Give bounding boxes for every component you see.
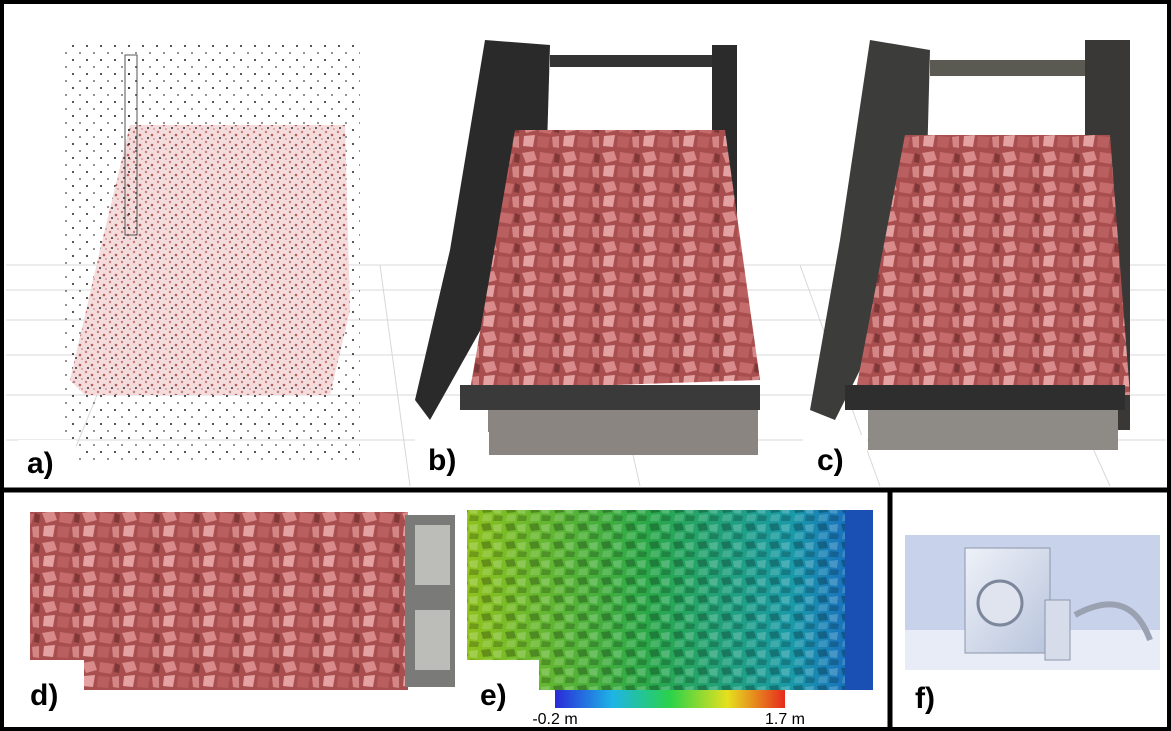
panel-label: b): [428, 444, 456, 477]
colorbar-min: -0.2 m: [532, 711, 577, 728]
figure: a) b) c) d) e) f) -0.2 m 1.7 m: [0, 0, 1171, 731]
panel-label: c): [817, 444, 844, 477]
point-cloud-sparse: [60, 40, 360, 460]
panel-label: d): [30, 679, 58, 712]
panel-label: a): [27, 447, 54, 480]
panel-label: e): [480, 679, 507, 712]
load-cell-photo: [905, 535, 1160, 670]
colorbar-max: 1.7 m: [765, 711, 805, 728]
panel-label: f): [915, 682, 935, 715]
colorbar: [555, 690, 785, 708]
orthophoto: [30, 512, 455, 690]
